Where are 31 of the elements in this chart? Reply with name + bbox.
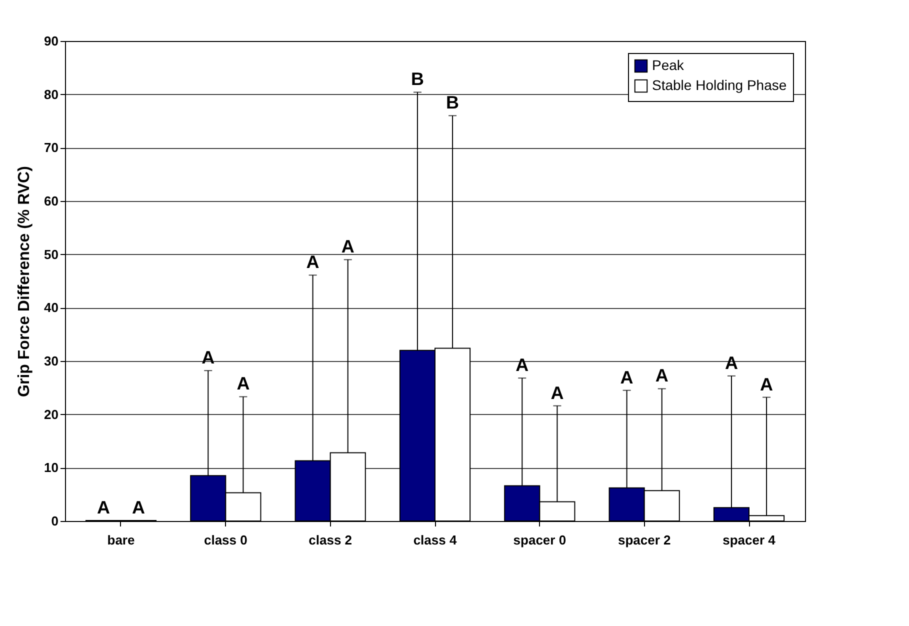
x-tick-label: spacer 4 (722, 532, 776, 548)
annotation: A (341, 236, 354, 257)
x-tick-label: spacer 2 (618, 532, 671, 548)
y-tick-label: 80 (44, 86, 58, 102)
annotation: A (550, 382, 564, 403)
annotation: A (306, 252, 320, 272)
y-tick-label: 10 (44, 460, 58, 476)
annotation: A (760, 374, 774, 394)
annotation: A (655, 366, 668, 386)
x-tick-label: class 0 (204, 532, 248, 548)
annotation: B (410, 69, 424, 90)
y-axis-title: Grip Force Difference (% RVC) (16, 166, 34, 397)
y-tick-label: 90 (44, 34, 58, 48)
y-tick-label: 40 (44, 300, 58, 316)
annotation: A (132, 497, 146, 518)
x-tick-label: class 4 (413, 532, 458, 548)
legend-label: Peak (652, 57, 685, 73)
y-tick-label: 60 (44, 194, 58, 208)
x-tick-label: class 2 (308, 532, 352, 548)
y-tick-label: 30 (44, 354, 58, 368)
annotation: A (236, 374, 250, 394)
y-tick-label: 0 (51, 514, 58, 528)
legend-label: Stable Holding Phase (652, 77, 787, 93)
annotation: B (446, 92, 460, 113)
y-tick-label: 70 (44, 140, 58, 156)
y-tick-label: 20 (44, 406, 58, 422)
x-tick-label: bare (107, 532, 135, 548)
annotation: A (620, 367, 634, 388)
x-tick-label: spacer 0 (513, 532, 566, 548)
y-tick-label: 50 (44, 246, 58, 262)
annotation: A (96, 497, 110, 518)
